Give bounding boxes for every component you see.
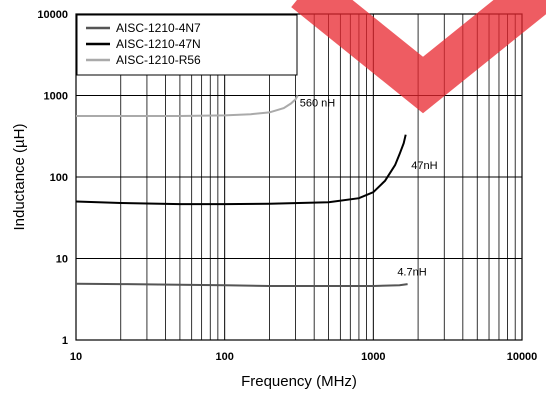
series-line-2	[75, 134, 407, 206]
y-tick-label: 1000	[44, 91, 68, 103]
annotation-label: 4.7nH	[397, 266, 426, 278]
y-axis-label: Inductance (µH)	[11, 123, 28, 230]
watermark-chevron	[291, 0, 546, 114]
y-axis-ticks: 1 10 100 1000 10000	[37, 9, 68, 347]
series-lines	[75, 95, 408, 287]
series-line-1	[75, 282, 408, 287]
legend-label: AISC-1210-4N7	[116, 21, 201, 35]
plot-area	[75, 13, 523, 341]
annotations: 560 nH 47nH 4.7nH	[300, 98, 438, 279]
series-line-3	[76, 95, 299, 117]
y-tick-label: 10	[56, 254, 68, 266]
y-tick-label: 100	[50, 172, 68, 184]
legend-box	[76, 14, 298, 76]
legend-label: AISC-1210-47N	[116, 37, 201, 51]
y-tick-label: 1	[62, 335, 68, 347]
legend-label: AISC-1210-R56	[116, 53, 201, 67]
x-tick-label: 100	[215, 351, 233, 363]
annotation-label: 560 nH	[300, 98, 336, 110]
y-tick-label: 10000	[37, 9, 68, 21]
x-axis-ticks: 10 100 1000 10000	[70, 351, 537, 363]
legend: AISC-1210-4N7 AISC-1210-47N AISC-1210-R56	[76, 14, 298, 76]
x-tick-label: 1000	[361, 351, 385, 363]
x-tick-label: 10000	[507, 351, 538, 363]
x-tick-label: 10	[70, 351, 82, 363]
annotation-label: 47nH	[411, 160, 437, 172]
x-axis-label: Frequency (MHz)	[241, 373, 357, 390]
